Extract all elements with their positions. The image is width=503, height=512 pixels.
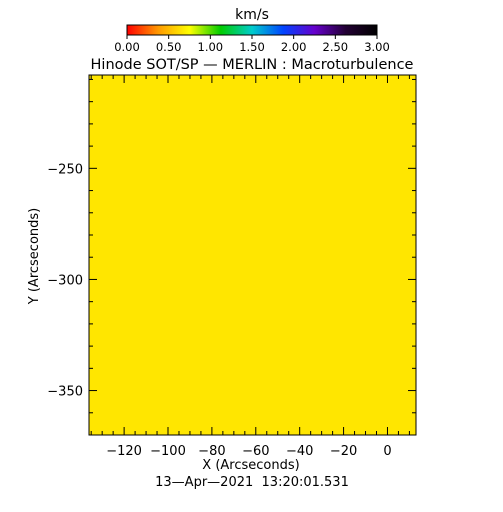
x-axis-label: X (Arcseconds): [202, 458, 299, 473]
x-tick-label: −40: [286, 444, 313, 459]
colorbar-tick-label: 1.50: [239, 40, 265, 54]
chart-title: Hinode SOT/SP — MERLIN : Macroturbulence: [91, 57, 414, 73]
plot-frame: [88, 74, 417, 436]
colorbar-ticks: 0.00 0.50 1.00 1.50 2.00 2.50 3.00: [114, 35, 390, 54]
timestamp: 13—Apr—2021 13:20:01.531: [155, 475, 349, 490]
axis-ticks: −120 −100 −80 −60 −40 −20 0 −250 −300 −350: [47, 75, 416, 459]
x-tick-label: −60: [242, 444, 269, 459]
colorbar-tick-label: 1.00: [198, 40, 224, 54]
colorbar-tick-label: 0.00: [114, 40, 140, 54]
colorbar-tick-label: 3.00: [364, 40, 390, 54]
heatmap-field: [89, 75, 416, 435]
colorbar-tick-label: 2.00: [281, 40, 307, 54]
y-axis-label: Y (Arcseconds): [27, 208, 42, 305]
x-tick-label: −80: [198, 444, 225, 459]
x-tick-label: −120: [106, 444, 142, 459]
colorbar-tick-label: 2.50: [323, 40, 349, 54]
colorbar-tick-label: 0.50: [156, 40, 182, 54]
y-tick-label: −250: [47, 162, 83, 177]
y-tick-label: −300: [47, 273, 83, 288]
x-tick-label: −100: [150, 444, 186, 459]
colorbar-label: km/s: [235, 7, 269, 23]
y-tick-label: −350: [47, 385, 83, 400]
x-tick-label: 0: [383, 444, 391, 459]
colorbar: [126, 24, 378, 36]
x-tick-label: −20: [330, 444, 357, 459]
